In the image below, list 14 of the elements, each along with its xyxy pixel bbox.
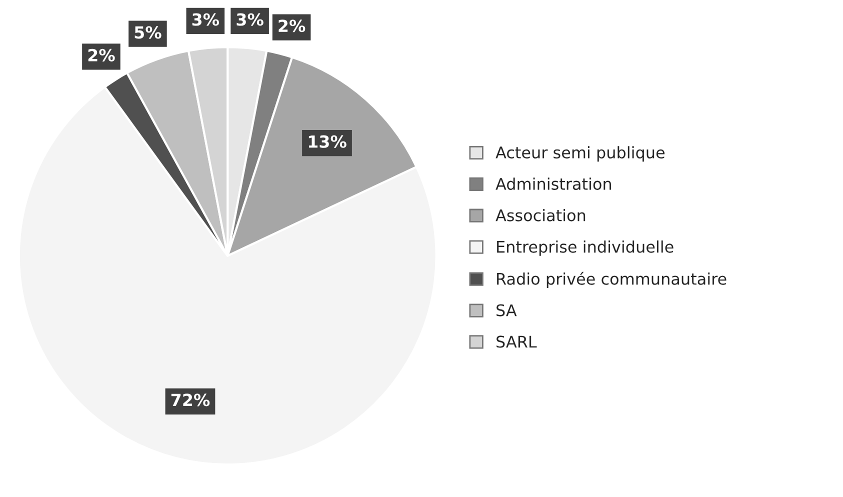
slice-label: Entreprise individuelle <box>497 240 674 256</box>
data-label: 3% <box>236 13 264 26</box>
legend-label: SA <box>496 304 517 316</box>
legend-label: Administration <box>496 178 612 190</box>
data-label: 2% <box>278 20 306 32</box>
data-label: 13% <box>308 135 346 148</box>
data-label: 72% <box>171 394 210 406</box>
legend-label: Radio privée communautaire <box>497 272 726 288</box>
legend-label: Acteur semi publique <box>496 146 665 162</box>
data-label: 5% <box>134 26 162 39</box>
data-label: 3% <box>192 13 220 26</box>
legend-label: Association <box>496 209 586 222</box>
legend-label: SARL <box>496 336 537 348</box>
data-label: 2% <box>88 48 115 62</box>
